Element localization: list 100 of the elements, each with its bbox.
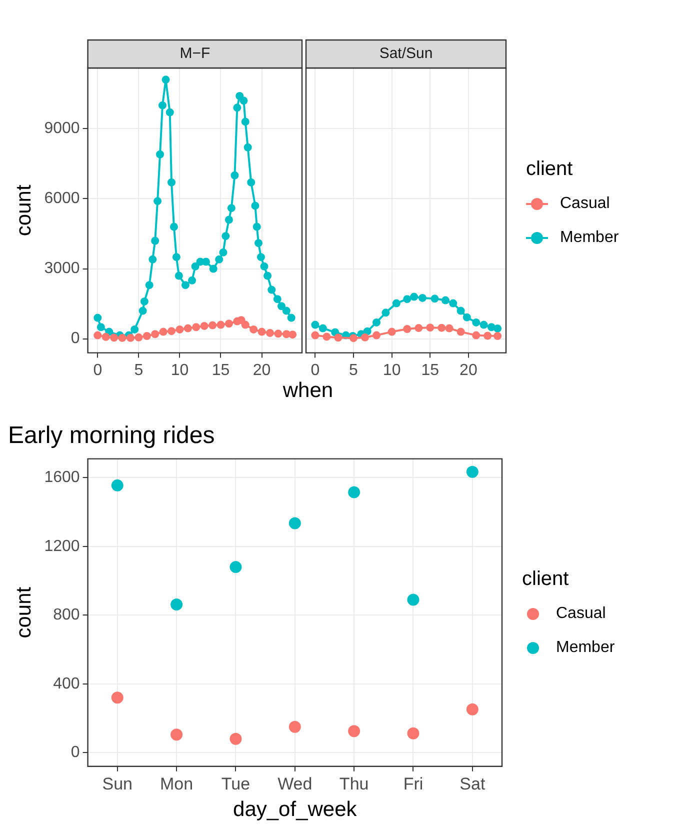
point [418, 294, 426, 302]
point [260, 262, 268, 270]
point [277, 302, 286, 310]
y-tick-label: 800 [53, 606, 80, 624]
point [472, 318, 480, 326]
x-axis-title: day_of_week [233, 798, 358, 822]
point [158, 101, 166, 110]
y-tick-label: 3000 [44, 260, 80, 278]
point [438, 324, 446, 332]
point [484, 332, 492, 340]
x-tick-label: 5 [134, 362, 144, 379]
point [134, 333, 143, 342]
point [282, 306, 290, 315]
point [170, 598, 183, 611]
point [403, 295, 412, 304]
point [403, 324, 412, 333]
point [494, 332, 502, 340]
legend-label: Member [556, 639, 615, 657]
point [230, 561, 242, 574]
point [138, 306, 147, 315]
point [241, 118, 250, 126]
point [140, 297, 148, 306]
point [388, 328, 396, 336]
point [247, 178, 256, 186]
point [154, 197, 162, 206]
point [200, 322, 208, 330]
point [209, 264, 218, 273]
point [230, 171, 239, 180]
point [230, 732, 242, 745]
point [372, 318, 380, 326]
point [382, 308, 390, 317]
point [208, 321, 217, 330]
point [348, 486, 360, 498]
point [170, 728, 183, 741]
point [96, 323, 105, 332]
point [254, 239, 262, 248]
legend-label: Member [560, 229, 619, 247]
point [241, 320, 250, 329]
point [494, 324, 502, 333]
x-tick-label: Mon [160, 774, 194, 794]
x-tick-label: 20 [460, 362, 478, 379]
point [318, 324, 327, 332]
point [274, 330, 282, 338]
point [266, 328, 274, 337]
y-tick-label: 0 [70, 330, 80, 348]
point [426, 324, 434, 332]
point [273, 295, 282, 304]
point [94, 331, 102, 340]
x-tick-label: Tue [221, 774, 250, 794]
point [287, 314, 296, 322]
point [251, 202, 260, 210]
point [392, 299, 400, 308]
point [162, 76, 170, 84]
point [322, 332, 331, 341]
point [156, 150, 164, 158]
chart-title: M−F [180, 45, 210, 62]
point [110, 334, 118, 342]
point [233, 104, 242, 112]
point [414, 324, 423, 332]
point [462, 313, 471, 322]
x-axis-title: when [282, 379, 334, 403]
point [480, 320, 488, 329]
point [219, 248, 228, 256]
point [288, 517, 301, 530]
point [172, 253, 180, 262]
x-tick-label: 10 [170, 362, 189, 379]
point [348, 725, 360, 738]
point [216, 320, 225, 329]
point [244, 143, 252, 152]
y-tick-label: 9000 [44, 120, 80, 138]
point [456, 328, 465, 336]
point [166, 108, 174, 116]
x-tick-label: 20 [252, 362, 271, 379]
point [148, 255, 157, 264]
point [224, 320, 233, 328]
point [102, 332, 110, 341]
point [311, 320, 320, 329]
point [334, 334, 342, 342]
legend-title: client [522, 568, 570, 591]
x-tick-label: Fri [403, 774, 424, 794]
point [252, 222, 261, 231]
point [184, 324, 192, 332]
point [288, 330, 297, 339]
point [168, 178, 176, 186]
chart-title: Sat/Sun [379, 45, 433, 62]
x-tick-label: 15 [212, 362, 230, 379]
point [118, 334, 126, 342]
point [130, 325, 139, 334]
point [94, 314, 102, 322]
chart-title: Early morning rides [8, 422, 215, 450]
point [145, 281, 154, 290]
point [250, 325, 258, 334]
point [407, 727, 420, 740]
point [311, 331, 320, 340]
x-tick-label: 10 [382, 362, 401, 379]
x-tick-label: 0 [310, 362, 320, 379]
x-tick-label: 15 [421, 362, 440, 379]
x-tick-label: Sat [460, 774, 486, 794]
x-tick-label: Thu [339, 774, 369, 794]
x-tick-label: Wed [278, 774, 312, 794]
